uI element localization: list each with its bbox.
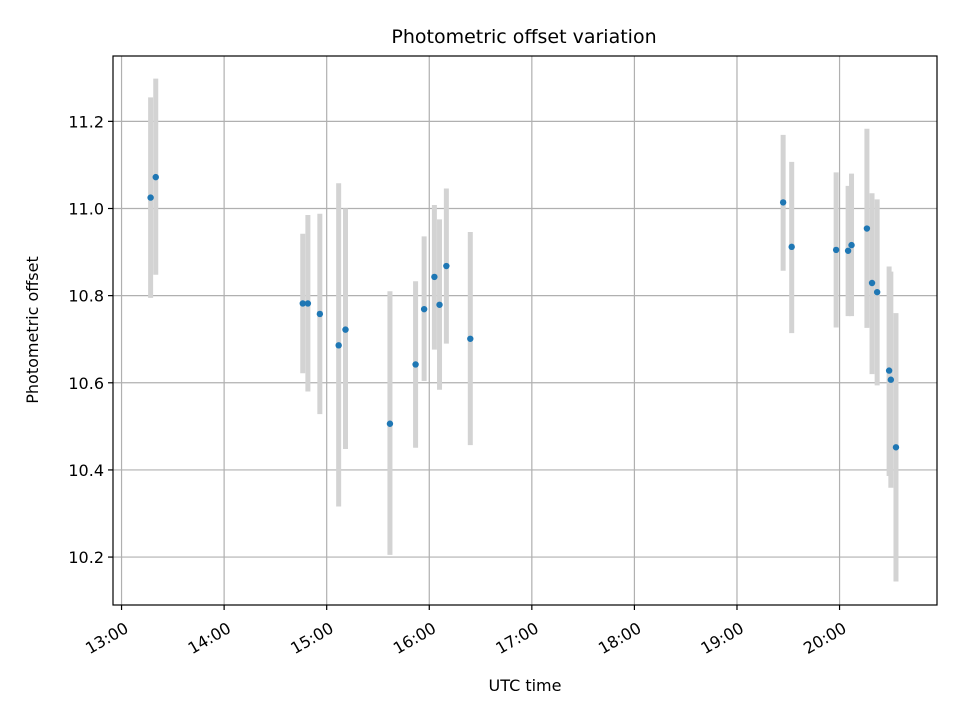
data-point xyxy=(443,262,450,270)
data-point xyxy=(863,225,871,232)
x-axis-ticks: 13:00 14:00 15:00 16:00 17:00 18:00 19:00 20:00 xyxy=(82,605,850,658)
plot-frame xyxy=(112,55,938,606)
data-point xyxy=(147,194,154,201)
data-point xyxy=(152,173,159,181)
x-tick-label: 13:00 xyxy=(82,618,131,658)
data-point xyxy=(386,420,394,427)
data-points xyxy=(147,173,900,451)
x-axis-label: UTC time xyxy=(489,676,562,695)
y-tick-label: 11.2 xyxy=(68,112,104,131)
x-tick-label: 14:00 xyxy=(185,618,234,658)
data-point xyxy=(335,342,342,349)
chart-title: Photometric offset variation xyxy=(391,26,656,48)
errorbars xyxy=(148,78,899,582)
x-tick-label: 16:00 xyxy=(390,618,439,658)
data-point xyxy=(467,335,474,342)
data-point xyxy=(868,279,876,287)
data-point xyxy=(316,310,324,318)
data-point xyxy=(342,326,349,333)
y-axis-label: Photometric offset xyxy=(23,256,42,404)
data-point xyxy=(887,376,895,383)
data-point xyxy=(412,361,419,368)
data-point xyxy=(844,247,852,254)
x-tick-label: 17:00 xyxy=(492,618,541,658)
data-point xyxy=(299,300,306,307)
data-point xyxy=(420,305,428,313)
y-tick-label: 10.6 xyxy=(68,374,104,393)
x-tick-label: 19:00 xyxy=(698,618,747,658)
data-point xyxy=(304,300,312,307)
data-point xyxy=(779,199,787,206)
y-axis-ticks: 10.2 10.4 10.6 10.8 11.0 11.2 xyxy=(68,112,113,567)
data-point xyxy=(436,301,443,308)
y-tick-label: 11.0 xyxy=(68,200,104,219)
data-point xyxy=(885,367,893,374)
data-point xyxy=(788,243,795,251)
data-point xyxy=(873,288,881,296)
y-tick-label: 10.8 xyxy=(68,287,104,306)
y-tick-label: 10.4 xyxy=(68,461,104,480)
grid xyxy=(113,56,937,605)
data-point xyxy=(892,444,900,451)
data-point xyxy=(832,246,840,254)
x-tick-label: 15:00 xyxy=(287,618,336,658)
data-point xyxy=(431,273,438,281)
x-tick-label: 20:00 xyxy=(800,618,849,658)
x-tick-label: 18:00 xyxy=(595,618,644,658)
data-point xyxy=(848,241,855,249)
y-tick-label: 10.2 xyxy=(68,548,104,567)
